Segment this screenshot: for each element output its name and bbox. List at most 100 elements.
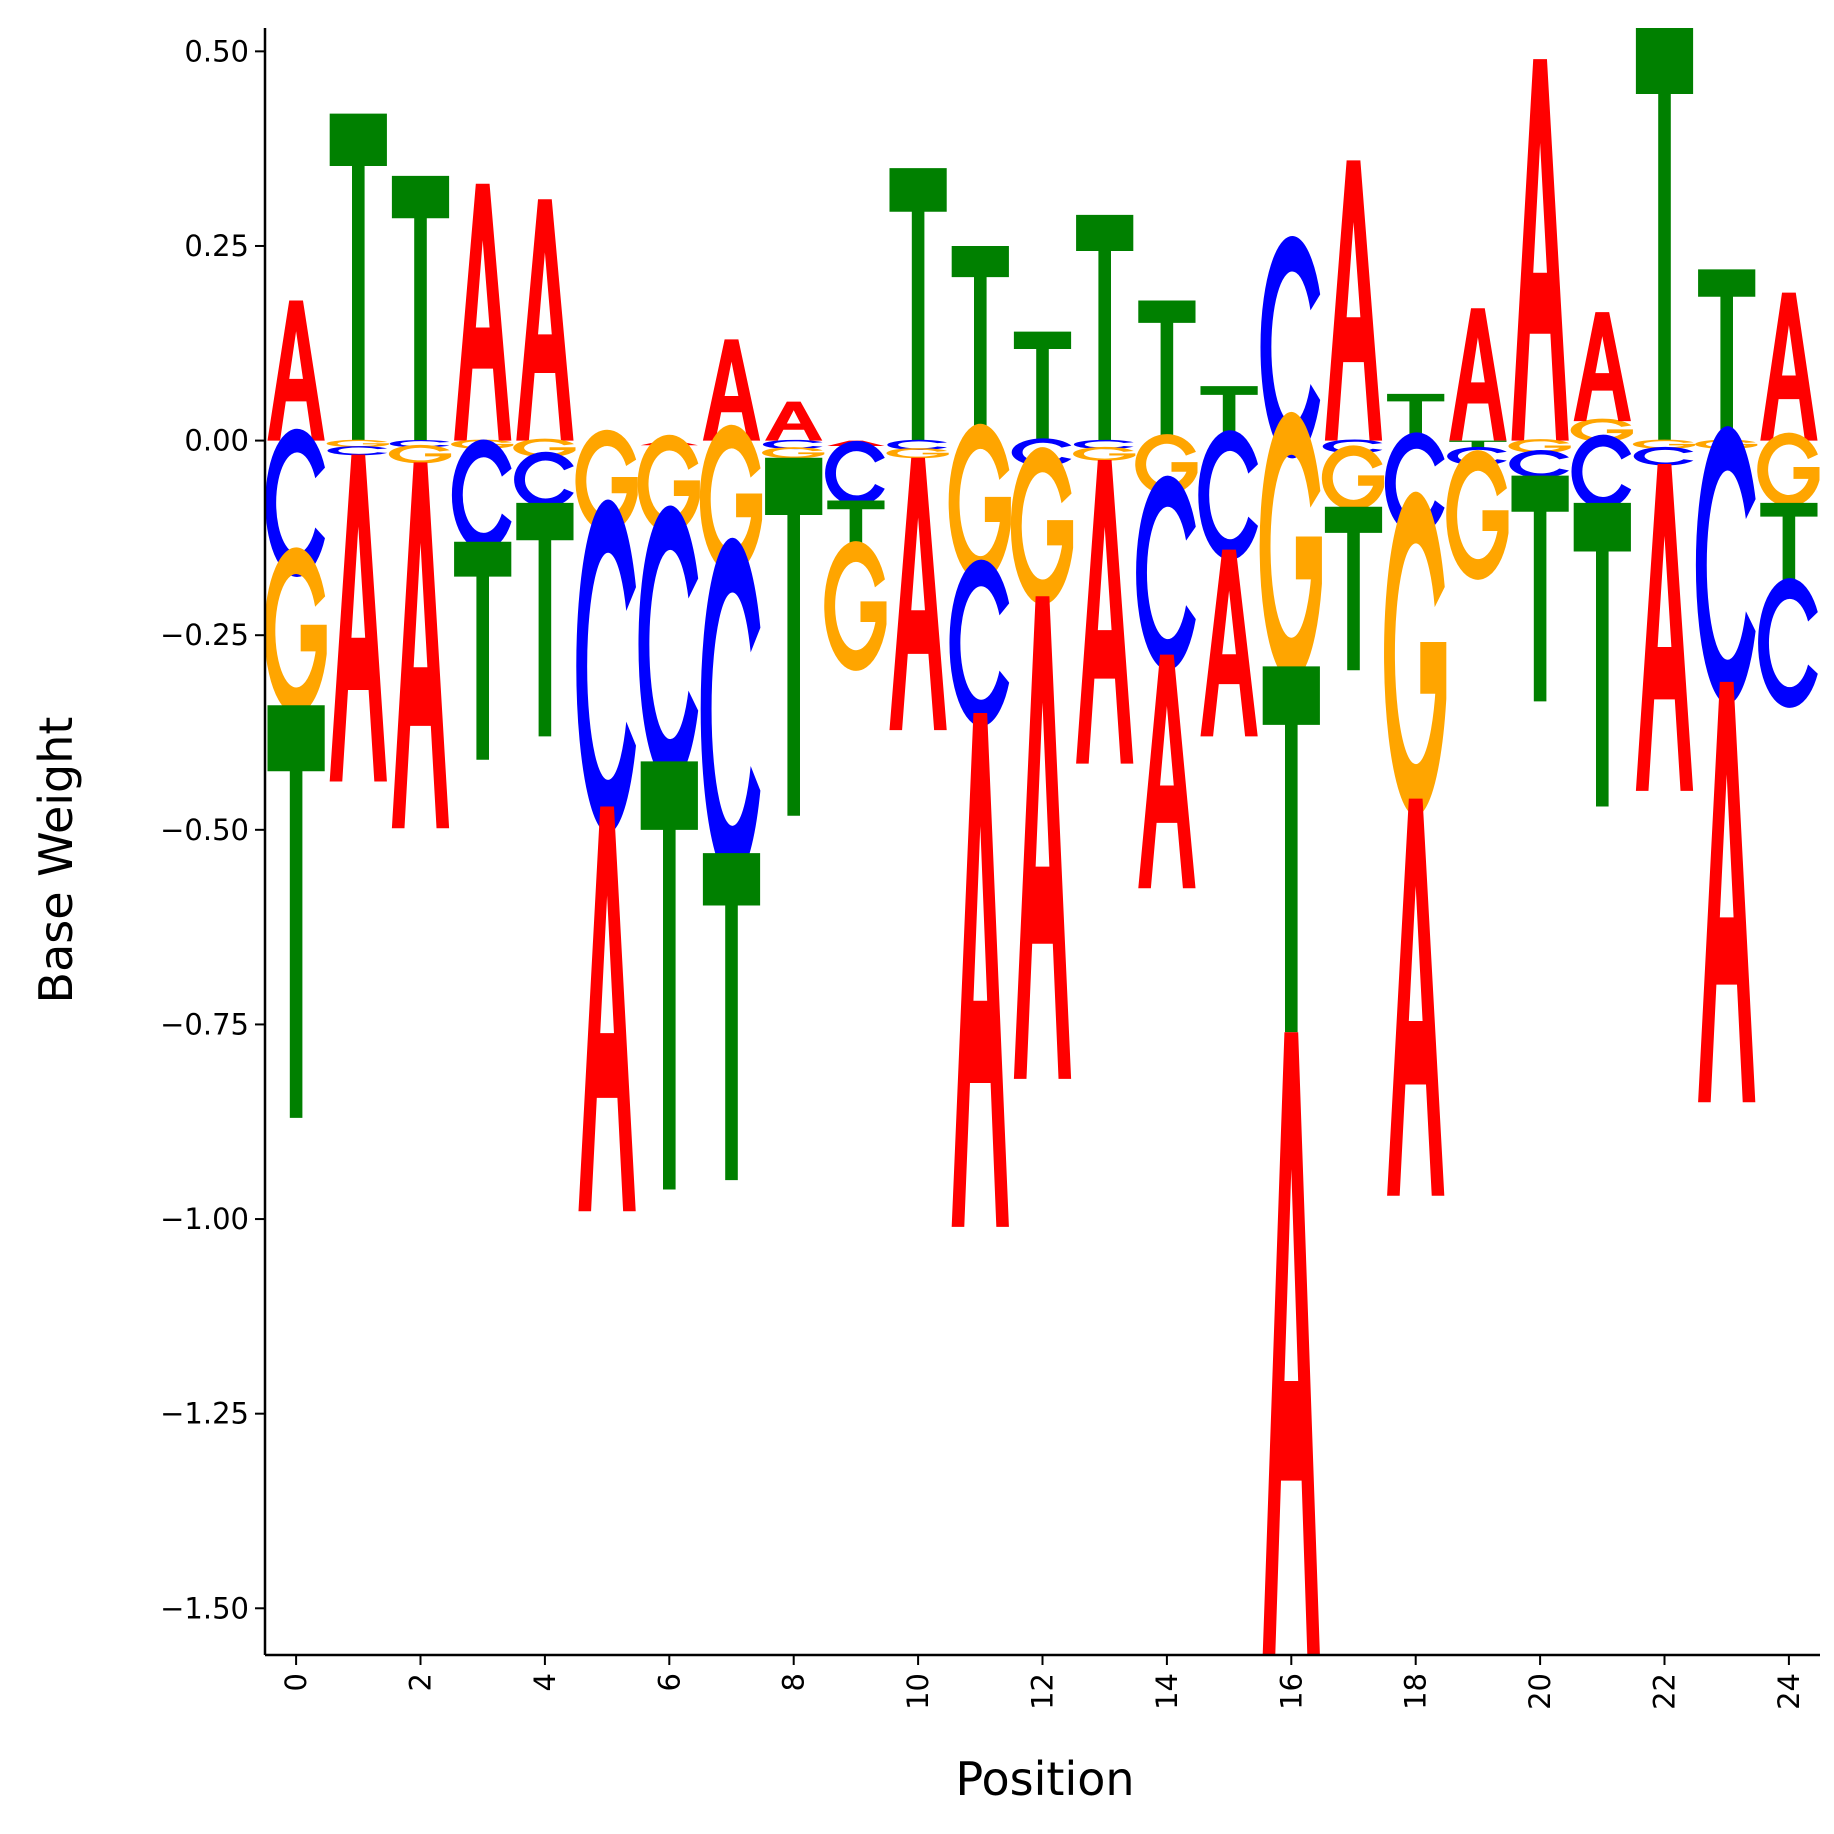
logo-letter-G-pos24 (1757, 432, 1820, 507)
logo-letter-G-pos3 (451, 439, 514, 449)
y-tick-label: −0.25 (160, 618, 249, 652)
y-tick-label: 0.25 (184, 229, 249, 263)
logo-letter-T-pos6 (640, 761, 698, 1190)
logo-letter-T-pos15 (1200, 386, 1258, 441)
logo-letter-A-pos22 (1635, 463, 1694, 791)
logo-letter-A-pos10 (889, 457, 947, 731)
logo-letter-T-pos16 (1262, 666, 1320, 1033)
logo-letter-C-pos20 (1509, 450, 1569, 478)
x-tick-label: 0 (279, 1673, 313, 1691)
y-tick-label: −1.50 (160, 1591, 249, 1625)
logo-letter-C-pos15 (1198, 430, 1258, 560)
x-tick-label: 20 (1523, 1673, 1557, 1710)
logo-letter-G-pos20 (1508, 439, 1571, 453)
logo-letter-A-pos0 (267, 300, 325, 441)
logo-letter-C-pos14 (1136, 475, 1196, 671)
logo-letter-A-pos2 (391, 462, 450, 829)
logo-letter-G-pos2 (388, 444, 452, 464)
logo-letter-T-pos4 (516, 502, 574, 737)
logo-letter-T-pos24 (1760, 502, 1818, 589)
logo-letter-G-pos6 (637, 434, 700, 533)
x-tick-label: 14 (1150, 1673, 1184, 1710)
logo-letter-G-pos18 (1384, 491, 1447, 816)
x-tick-label: 4 (528, 1673, 562, 1691)
logo-letter-G-pos5 (575, 429, 638, 532)
logo-letter-G-pos9 (824, 541, 887, 671)
logo-letter-T-pos23 (1698, 269, 1756, 441)
logo-letter-G-pos4 (513, 438, 576, 458)
logo-letter-A-pos21 (1573, 312, 1631, 422)
logo-letter-G-pos22 (1632, 439, 1696, 449)
y-tick-label: 0.00 (184, 424, 249, 458)
logo-letter-T-pos7 (702, 853, 761, 1181)
x-tick-label: 10 (901, 1673, 935, 1710)
logo-letter-C-pos10 (887, 439, 947, 450)
logo-letter-C-pos11 (949, 559, 1010, 727)
logo-letter-T-pos1 (329, 113, 387, 441)
logo-letter-G-pos19 (1446, 450, 1509, 580)
logo-letter-C-pos5 (576, 499, 636, 834)
logo-letter-A-pos24 (1760, 292, 1818, 441)
logo-letter-G-pos21 (1570, 418, 1633, 442)
axes: 0.50 0.25 0.00 −0.25 −0.50 −0.75 −1.00 −1.25 −1.… (160, 28, 1820, 1710)
logo-letter-A-pos5 (578, 806, 636, 1212)
y-tick-label: −0.50 (160, 813, 249, 847)
logo-letter-G-pos13 (1073, 446, 1136, 461)
logo-letter-C-pos22 (1633, 446, 1694, 466)
y-axis-title: Base Weight (29, 717, 83, 1004)
logo-letter-A-pos20 (1511, 59, 1569, 441)
logo-letter-G-pos1 (326, 439, 389, 448)
logo-letter-T-pos8 (765, 457, 823, 816)
logo-letter-C-pos1 (327, 446, 388, 456)
logo-letter-A-pos19 (1449, 308, 1507, 441)
logo-letter-G-pos10 (886, 448, 949, 459)
logo-letter-C-pos23 (1695, 426, 1756, 705)
y-tick-label: −1.25 (160, 1397, 249, 1431)
logo-letter-T-pos9 (827, 500, 885, 556)
logo-letter-T-pos22 (1635, 28, 1694, 441)
logo-letter-T-pos12 (1013, 331, 1072, 441)
logo-letter-A-pos4 (516, 199, 574, 441)
logo-letter-T-pos0 (267, 705, 325, 1118)
logo-letter-T-pos14 (1138, 300, 1196, 441)
logo-letter-T-pos19 (1449, 440, 1507, 449)
x-tick-label: 16 (1274, 1673, 1308, 1710)
logo-letter-C-pos9 (825, 440, 885, 506)
x-tick-label: 8 (777, 1673, 811, 1691)
logo-letter-A-pos1 (329, 454, 387, 782)
x-axis-title: Position (955, 1752, 1134, 1806)
logo-letter-C-pos3 (451, 439, 512, 551)
logo-letter-G-pos0 (264, 547, 327, 715)
logo-letter-G-pos12 (1010, 447, 1074, 605)
y-tick-label: 0.50 (184, 34, 249, 68)
logo-letter-A-pos12 (1013, 596, 1072, 1079)
logo-letter-G-pos17 (1321, 445, 1385, 511)
logo-letter-T-pos10 (889, 168, 947, 441)
logo-letter-T-pos13 (1076, 214, 1134, 441)
logo-letter-A-pos15 (1200, 549, 1258, 737)
logo-letter-C-pos4 (514, 451, 574, 508)
x-tick-label: 18 (1399, 1673, 1433, 1710)
logo-letter-G-pos7 (699, 424, 763, 573)
logo-letter-T-pos21 (1573, 502, 1631, 807)
logo-letter-G-pos11 (948, 423, 1011, 582)
logo-letters (264, 28, 1820, 1655)
logo-letter-A-pos18 (1387, 798, 1445, 1196)
x-tick-label: 6 (652, 1673, 686, 1691)
x-tick-label: 12 (1026, 1673, 1060, 1710)
logo-letter-T-pos20 (1511, 475, 1569, 702)
logo-letter-T-pos18 (1387, 393, 1445, 441)
logo-letter-C-pos6 (638, 505, 699, 784)
x-tick-label: 2 (404, 1673, 438, 1691)
logo-letter-T-pos2 (391, 175, 450, 441)
y-tick-label: −1.00 (160, 1202, 249, 1236)
logo-letter-A-pos23 (1698, 681, 1756, 1103)
logo-letter-A-pos17 (1324, 160, 1383, 441)
logo-letter-A-pos14 (1138, 654, 1196, 889)
logo-letter-G-pos8 (762, 447, 825, 459)
logo-letter-A-pos3 (454, 183, 512, 441)
logo-letter-A-pos16 (1262, 1032, 1320, 1655)
logo-letter-G-pos14 (1135, 434, 1198, 495)
logo-letter-C-pos24 (1758, 578, 1818, 708)
